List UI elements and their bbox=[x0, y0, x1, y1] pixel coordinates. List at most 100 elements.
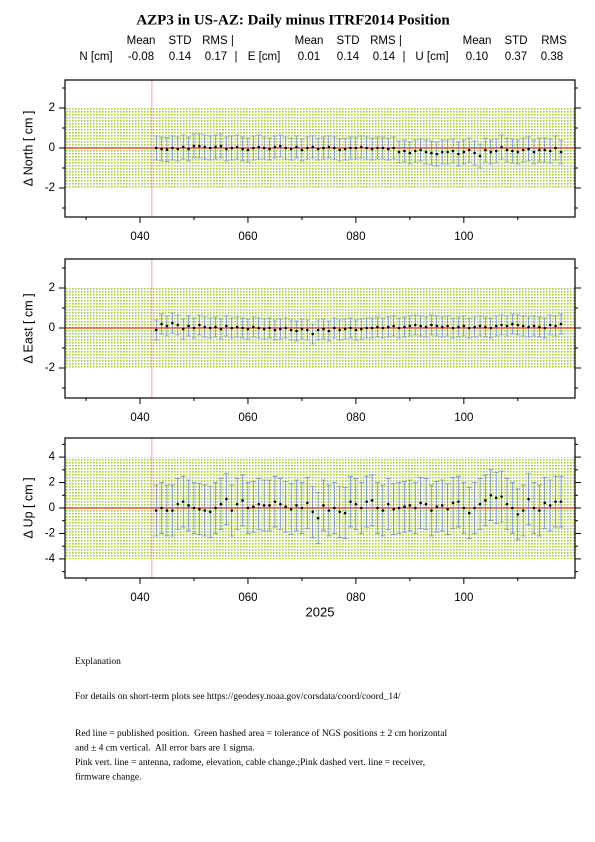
panel: -2 0 2 040 060 080 100 Δ North [ cm ] bbox=[21, 79, 581, 243]
point bbox=[165, 324, 169, 328]
point bbox=[462, 324, 466, 328]
point bbox=[413, 149, 417, 153]
point bbox=[289, 328, 293, 332]
point bbox=[343, 511, 347, 515]
point bbox=[365, 326, 368, 330]
point bbox=[489, 493, 493, 497]
point bbox=[225, 497, 228, 501]
point bbox=[300, 506, 304, 510]
point bbox=[322, 327, 325, 331]
point bbox=[413, 506, 417, 510]
point bbox=[316, 328, 320, 332]
point bbox=[289, 507, 293, 511]
point bbox=[219, 144, 223, 148]
stats-value: | bbox=[403, 51, 406, 63]
point bbox=[284, 326, 288, 330]
stats-label: E [cm] bbox=[248, 51, 281, 63]
point bbox=[467, 148, 471, 152]
point bbox=[543, 501, 547, 505]
point bbox=[333, 326, 336, 330]
y-tick-label: 0 bbox=[49, 502, 55, 514]
point bbox=[187, 147, 190, 151]
point bbox=[262, 327, 266, 331]
point bbox=[392, 324, 395, 328]
point bbox=[440, 150, 444, 154]
point bbox=[500, 323, 503, 327]
stats-value: 0.01 bbox=[298, 51, 320, 63]
point bbox=[505, 324, 509, 328]
point bbox=[451, 326, 455, 330]
x-tick-label: 060 bbox=[238, 231, 257, 243]
point bbox=[548, 149, 552, 153]
point bbox=[376, 325, 379, 329]
point bbox=[171, 321, 174, 325]
point bbox=[527, 147, 530, 151]
point bbox=[397, 506, 401, 510]
explanation-note: firmware change. bbox=[75, 772, 141, 783]
point bbox=[165, 509, 169, 512]
point bbox=[246, 327, 250, 331]
point bbox=[424, 150, 428, 154]
point bbox=[494, 324, 498, 328]
title: AZP3 in US-AZ: Daily minus ITRF2014 Posi… bbox=[136, 12, 450, 28]
point bbox=[230, 509, 234, 512]
point bbox=[446, 150, 449, 154]
point bbox=[370, 147, 374, 151]
point bbox=[192, 326, 196, 330]
point bbox=[338, 148, 341, 152]
point bbox=[327, 145, 331, 149]
point bbox=[381, 146, 385, 150]
point bbox=[403, 325, 406, 329]
point bbox=[279, 144, 282, 148]
point bbox=[192, 506, 196, 510]
stats-value: 0.17 bbox=[205, 51, 227, 63]
explanation-note: and ± 4 cm vertical. All error bars are … bbox=[75, 744, 255, 754]
point bbox=[262, 146, 266, 150]
point bbox=[359, 327, 363, 331]
point bbox=[419, 148, 422, 152]
point bbox=[538, 509, 541, 512]
x-tick-label: 040 bbox=[130, 231, 149, 243]
stats-value: 0.37 bbox=[505, 51, 527, 63]
stats-header: RMS bbox=[541, 35, 567, 47]
point bbox=[424, 325, 428, 329]
point bbox=[176, 323, 180, 327]
point bbox=[154, 509, 158, 512]
point bbox=[333, 506, 336, 510]
y-axis-label: Δ Up [ cm ] bbox=[21, 477, 35, 538]
point bbox=[252, 505, 255, 509]
point bbox=[214, 506, 217, 510]
point bbox=[511, 322, 514, 326]
point bbox=[176, 502, 180, 506]
point bbox=[333, 146, 336, 150]
point bbox=[181, 500, 185, 503]
point bbox=[478, 324, 482, 328]
y-axis-label: Δ North [ cm ] bbox=[21, 111, 35, 187]
point bbox=[235, 325, 239, 329]
point bbox=[268, 504, 271, 507]
point bbox=[386, 502, 390, 506]
point bbox=[403, 149, 406, 153]
point bbox=[273, 500, 277, 503]
y-tick-label: 0 bbox=[49, 322, 55, 334]
point bbox=[203, 509, 207, 512]
point bbox=[462, 506, 466, 510]
point bbox=[171, 509, 174, 512]
y-tick-label: 2 bbox=[49, 282, 55, 294]
stats-header: RMS | bbox=[370, 35, 402, 47]
point bbox=[473, 325, 476, 329]
point bbox=[489, 326, 493, 330]
point bbox=[554, 146, 557, 150]
point bbox=[279, 327, 282, 331]
stats-header: STD bbox=[505, 35, 528, 47]
point bbox=[225, 147, 228, 151]
point bbox=[559, 500, 563, 503]
point bbox=[516, 150, 520, 154]
point bbox=[316, 147, 320, 151]
point bbox=[462, 150, 466, 154]
point bbox=[208, 510, 212, 514]
stats-header: Mean bbox=[127, 35, 156, 47]
point bbox=[214, 325, 217, 329]
point bbox=[187, 504, 190, 507]
point bbox=[246, 148, 250, 152]
